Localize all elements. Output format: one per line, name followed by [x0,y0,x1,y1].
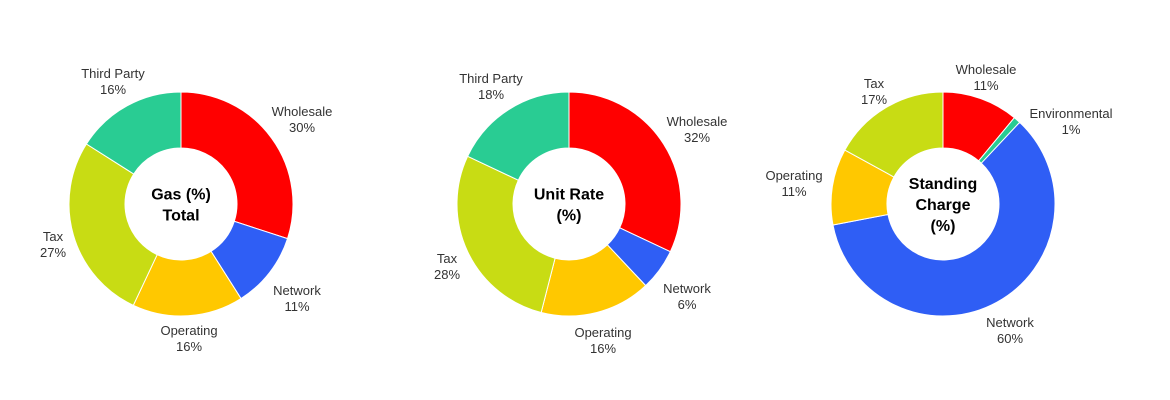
slice-third-party [466,91,570,181]
slice-label-operating: Operating 16% [160,323,217,354]
slice-label-wholesale: Wholesale 32% [667,114,728,145]
slice-tax [68,143,158,307]
chart-title: Unit Rate (%) [534,187,604,225]
donut-chart-2: Wholesale 32% Network 6% Operating 16% Tax 28% T… [434,71,727,356]
slice-tax [844,91,944,178]
chart-title: Gas (%) Total [151,187,211,225]
slice-network [832,121,1056,317]
slice-label-operating: Operating 11% [765,168,822,199]
slice-label-third-party: Third Party 18% [459,71,523,102]
slice-label-tax: Tax 17% [861,76,887,107]
slice-tax [456,155,556,314]
slice-label-environmental: Environmental 1% [1029,106,1112,137]
slice-label-network: Network 6% [663,281,711,312]
slice-label-wholesale: Wholesale 30% [272,104,333,135]
slice-label-network: Network 60% [986,315,1034,346]
slice-third-party [85,91,182,175]
slice-label-network: Network 11% [273,283,321,314]
donut-chart-1: Wholesale 30% Network 11% Operating 16% Tax 27%… [40,66,332,354]
slice-label-tax: Tax 28% [434,251,460,282]
slice-label-third-party: Third Party 16% [81,66,145,97]
donut-chart-3: Wholesale 11% Environmental 1% Network 60% Ope… [765,62,1112,346]
slice-label-wholesale: Wholesale 11% [956,62,1017,93]
slice-label-operating: Operating 16% [574,325,631,356]
slice-wholesale [180,91,294,240]
slice-wholesale [568,91,682,253]
slice-label-tax: Tax 27% [40,229,66,260]
chart-title: Standing Charge (%) [909,176,977,235]
